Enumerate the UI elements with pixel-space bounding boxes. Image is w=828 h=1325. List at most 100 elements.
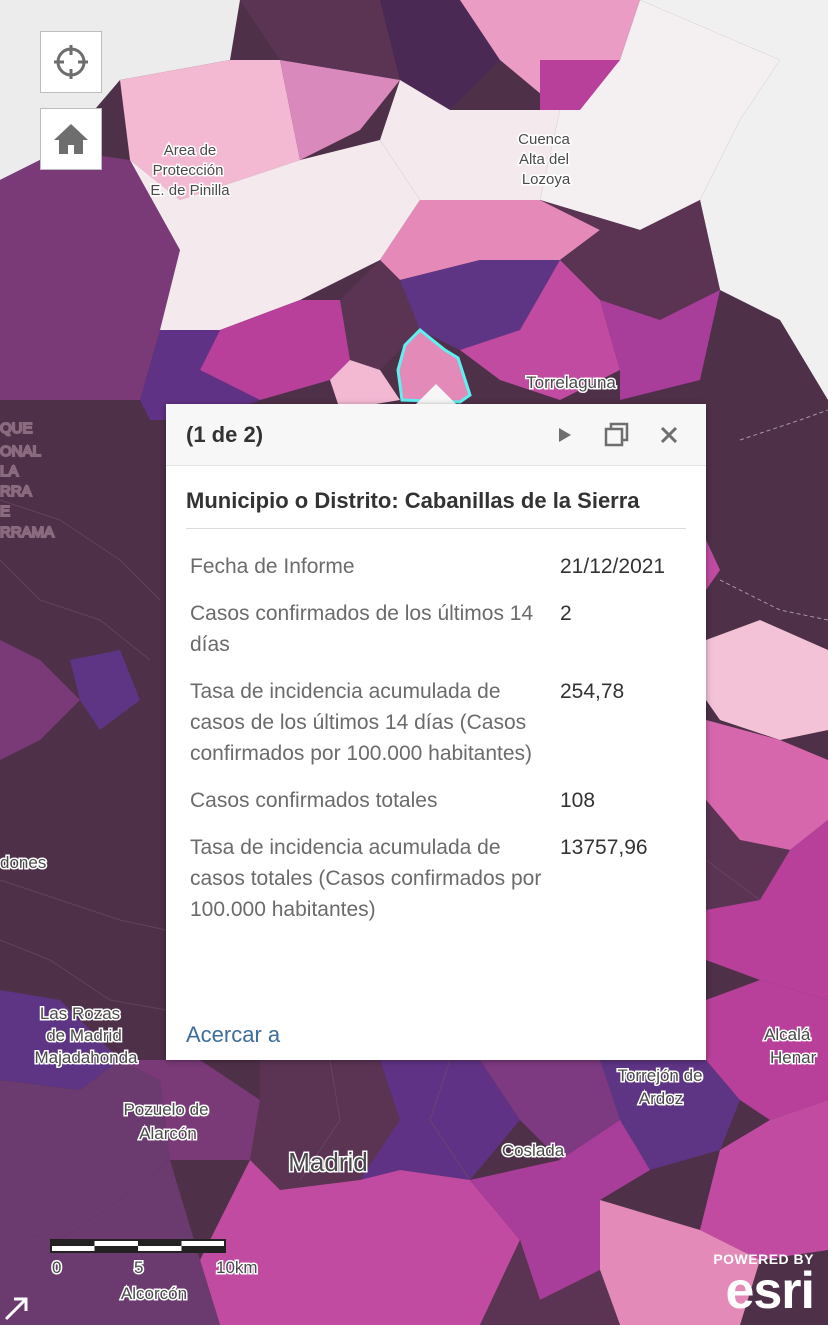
basemap-area	[640, 0, 828, 400]
map-label: Alcalá	[764, 1025, 811, 1044]
map-label: Coslada	[502, 1141, 565, 1160]
scalebar: 0 5 10km	[50, 1239, 259, 1279]
municipality[interactable]	[70, 650, 140, 730]
map-label: Area de	[164, 142, 217, 159]
municipality[interactable]	[706, 540, 720, 590]
map-label: LA	[0, 463, 18, 480]
municipality[interactable]	[706, 720, 828, 850]
map-label: E. de Pinilla	[150, 182, 230, 199]
map-label: ONAL	[0, 443, 41, 460]
next-feature-button[interactable]	[548, 418, 582, 452]
map-label: Alta del	[519, 151, 569, 168]
map-label: RRAMA	[0, 524, 54, 541]
municipality[interactable]	[200, 300, 350, 400]
map-label: E	[0, 503, 10, 520]
municipality[interactable]	[706, 980, 828, 1120]
municipality[interactable]	[706, 820, 828, 1000]
municipality[interactable]	[250, 1060, 400, 1190]
map-label: QUE	[0, 420, 33, 437]
popup-pointer	[416, 384, 456, 404]
municipality[interactable]	[0, 990, 120, 1090]
esri-logo: esri	[725, 1262, 815, 1320]
municipality[interactable]	[600, 1200, 760, 1325]
municipality[interactable]	[700, 1100, 828, 1260]
municipality[interactable]	[130, 140, 420, 330]
municipality[interactable]	[706, 800, 790, 910]
scalebar-tick: 10km	[216, 1258, 258, 1277]
feature-popup: (1 de 2) Municipio o Distrito: Cabanilla…	[166, 404, 706, 1060]
scalebar-tick: 0	[52, 1258, 61, 1277]
table-row: Tasa de incidencia acumulada de casos de…	[186, 668, 686, 777]
municipality[interactable]	[480, 1060, 620, 1160]
map-label: dones	[0, 853, 46, 872]
map-label: de Madrid	[46, 1026, 122, 1045]
field-value: 108	[560, 789, 596, 812]
field-label: Tasa de incidencia acumulada de casos de…	[190, 680, 533, 765]
municipality[interactable]	[540, 0, 780, 230]
table-row: Casos confirmados totales 108	[186, 777, 686, 824]
municipality[interactable]	[600, 1060, 740, 1170]
home-icon	[54, 124, 88, 154]
municipality[interactable]	[330, 360, 400, 410]
popup-pager: (1 de 2)	[186, 421, 264, 447]
municipality[interactable]	[540, 60, 620, 110]
field-value: 21/12/2021	[560, 555, 666, 578]
municipality[interactable]	[706, 620, 828, 740]
municipality[interactable]	[460, 260, 620, 400]
municipality[interactable]	[0, 1060, 170, 1240]
municipality[interactable]	[360, 1060, 520, 1180]
field-value: 2	[560, 602, 572, 625]
map-label: Alcorcón	[121, 1284, 187, 1303]
map-label: Pozuelo de	[123, 1100, 208, 1119]
municipality[interactable]	[340, 260, 420, 370]
municipality[interactable]	[0, 150, 180, 400]
map-label: Torrejón de	[617, 1066, 702, 1085]
municipality[interactable]	[380, 80, 560, 200]
map-label: Protección	[153, 162, 224, 179]
map-label: Lozoya	[522, 171, 571, 188]
attribute-table: Fecha de Informe 21/12/2021 Casos confir…	[186, 543, 686, 933]
close-icon	[660, 426, 678, 443]
zoom-to-link[interactable]: Acercar a	[186, 1022, 281, 1047]
home-button[interactable]	[40, 108, 102, 170]
field-label: Casos confirmados totales	[190, 789, 438, 812]
map-label: Ardoz	[639, 1089, 683, 1108]
scalebar-tick: 5	[134, 1258, 143, 1277]
expand-icon[interactable]	[2, 1293, 32, 1323]
maximize-icon	[604, 422, 629, 446]
municipality[interactable]	[400, 260, 560, 350]
map-label: Las Rozas	[40, 1004, 120, 1023]
municipality[interactable]	[120, 60, 300, 200]
popup-title: Municipio o Distrito: Cabanillas de la S…	[186, 488, 686, 529]
crosshair-icon	[54, 45, 88, 79]
municipality[interactable]	[480, 1240, 620, 1325]
municipality[interactable]	[540, 200, 720, 320]
map-label: Madrid	[288, 1147, 367, 1177]
municipality[interactable]	[280, 60, 400, 160]
map-label: RRA	[0, 483, 32, 500]
table-row: Fecha de Informe 21/12/2021	[186, 543, 686, 590]
close-button[interactable]	[652, 418, 686, 452]
table-row: Casos confirmados de los últimos 14 días…	[186, 590, 686, 668]
powered-by-label: POWERED BY	[713, 1251, 814, 1267]
municipality[interactable]	[140, 330, 260, 420]
municipality[interactable]	[600, 290, 720, 400]
locate-button[interactable]	[40, 31, 102, 93]
play-icon	[559, 427, 571, 442]
map-label: Torrelaguna	[526, 373, 616, 392]
municipality[interactable]	[460, 0, 640, 110]
popup-header: (1 de 2)	[166, 404, 706, 466]
municipality[interactable]	[470, 1120, 650, 1300]
municipality[interactable]	[120, 1060, 260, 1160]
map-label: Majadahonda	[34, 1048, 138, 1067]
field-value: 13757,96	[560, 836, 648, 859]
dock-button[interactable]	[600, 418, 634, 452]
popup-body: Municipio o Distrito: Cabanillas de la S…	[166, 466, 706, 933]
municipality[interactable]	[200, 1160, 520, 1325]
esri-attribution[interactable]: POWERED BY esri	[713, 1251, 815, 1320]
municipality[interactable]	[0, 640, 80, 760]
municipality[interactable]	[380, 0, 500, 110]
map-label: Alarcón	[139, 1124, 197, 1143]
map-label: Henar	[770, 1048, 817, 1067]
field-label: Fecha de Informe	[190, 555, 355, 578]
